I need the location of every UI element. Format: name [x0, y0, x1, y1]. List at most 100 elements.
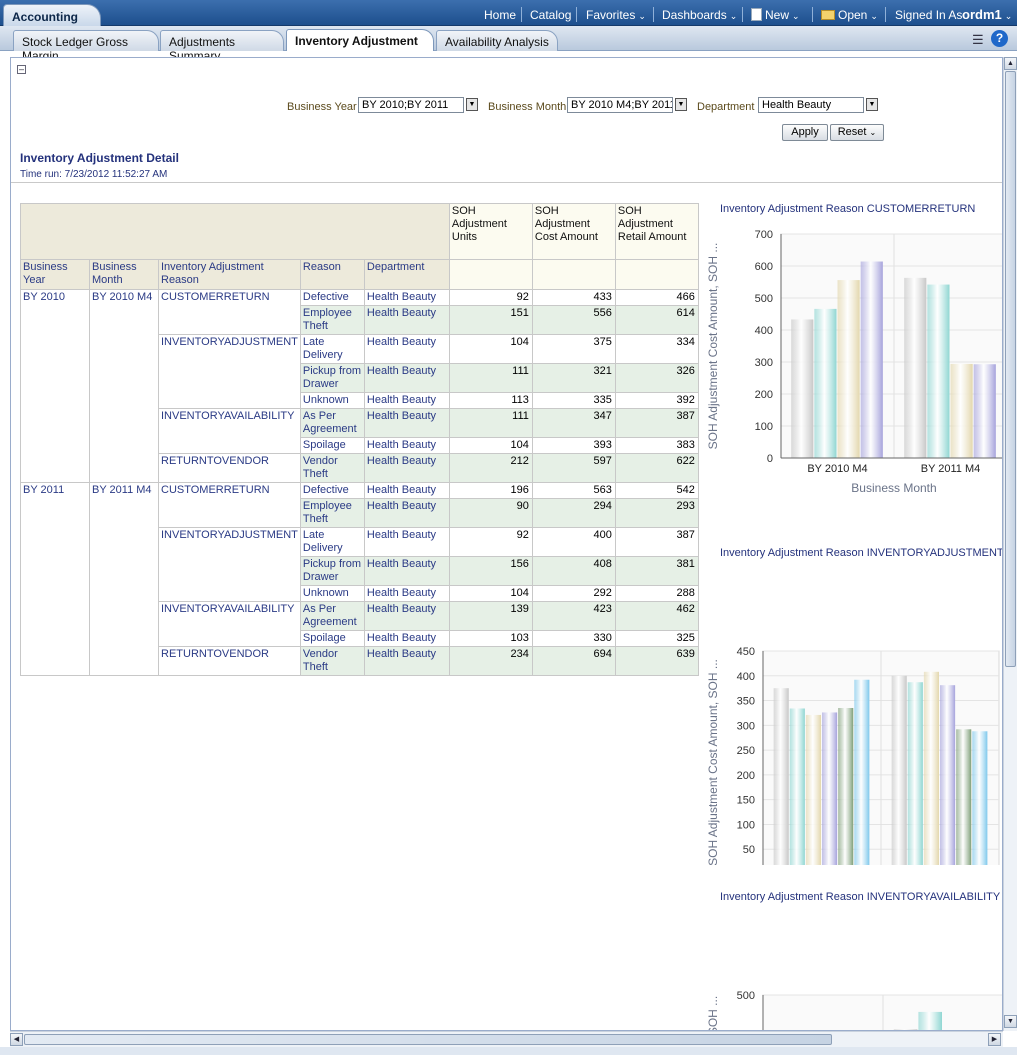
cost-cell: 433 [531, 289, 616, 306]
department-cell[interactable]: Health Beauty [363, 482, 450, 499]
reason-cell[interactable]: Defective [299, 482, 365, 499]
reason-cell[interactable]: Defective [299, 289, 365, 306]
reason-cell[interactable]: Vendor Theft [299, 646, 365, 676]
reason-cell[interactable]: As Per Agreement [299, 601, 365, 631]
department-cell[interactable]: Health Beauty [363, 289, 450, 306]
reason-cell[interactable]: Employee Theft [299, 305, 365, 335]
y-tick-label: 400 [737, 671, 755, 683]
business-month-cell[interactable]: BY 2010 M4 [89, 289, 159, 483]
units-cell: 196 [448, 482, 533, 499]
cost-cell: 375 [531, 334, 616, 364]
department-cell[interactable]: Health Beauty [363, 453, 450, 483]
page-options-icon[interactable]: ☰ [972, 32, 984, 47]
department-cell[interactable]: Health Beauty [363, 498, 450, 528]
business-year-select[interactable]: BY 2010;BY 2011 [358, 97, 464, 113]
table-row: INVENTORYAVAILABILITY As Per Agreement Hea… [21, 408, 699, 454]
reason-group-cell[interactable]: CUSTOMERRETURN [158, 289, 301, 335]
reason-group-cell[interactable]: RETURNTOVENDOR [158, 453, 301, 483]
reason-cell[interactable]: Unknown [299, 392, 365, 409]
vertical-scroll-thumb[interactable] [1005, 71, 1016, 667]
reason-cell[interactable]: Unknown [299, 585, 365, 602]
reason-cell[interactable]: Late Delivery [299, 527, 365, 557]
department-cell[interactable]: Health Beauty [363, 585, 450, 602]
reason-group-cell[interactable]: INVENTORYADJUSTMENT [158, 334, 301, 409]
cost-cell: 563 [531, 482, 616, 499]
y-tick-label: 500 [755, 293, 773, 305]
dashboards-menu[interactable]: Dashboards ⌄ [662, 0, 737, 26]
reason-cell[interactable]: Pickup from Drawer [299, 363, 365, 393]
department-cell[interactable]: Health Beauty [363, 392, 450, 409]
bar [907, 682, 923, 865]
vertical-scrollbar[interactable]: ▲ ▼ [1003, 57, 1017, 1031]
business-month-select[interactable]: BY 2010 M4;BY 2011 [567, 97, 673, 113]
chevron-down-icon: ⌄ [729, 11, 738, 21]
reason-cell[interactable]: Late Delivery [299, 334, 365, 364]
business-month-cell[interactable]: BY 2011 M4 [89, 482, 159, 676]
reason-cell[interactable]: Spoilage [299, 630, 365, 647]
department-cell[interactable]: Health Beauty [363, 437, 450, 454]
department-dropdown-icon[interactable]: ▼ [866, 98, 878, 111]
business-month-label: Business Month [488, 101, 567, 113]
chart-customerreturn: 0 100 200 300 400 500 600 700 BY 2010 M4 BY 2011 … [706, 230, 1002, 495]
reason-group-cell[interactable]: CUSTOMERRETURN [158, 482, 301, 528]
reason-cell[interactable]: As Per Agreement [299, 408, 365, 438]
horizontal-scrollbar[interactable]: ◀ ▶ [10, 1031, 1003, 1047]
reason-cell[interactable]: Vendor Theft [299, 453, 365, 483]
tab-availability-analysis[interactable]: Availability Analysis [436, 30, 558, 51]
y-axis-title: SOH Adjustment Cost Amount, SOH ... [706, 659, 720, 865]
reason-group-cell[interactable]: INVENTORYAVAILABILITY [158, 408, 301, 454]
table-row: Pickup from Drawer Health Beauty 156 408 381 [21, 556, 699, 586]
reason-group-cell[interactable]: RETURNTOVENDOR [158, 646, 301, 676]
table-row: Employee Theft Health Beauty 151 556 614 [21, 305, 699, 335]
catalog-link[interactable]: Catalog [530, 8, 572, 22]
table-row: Employee Theft Health Beauty 90 294 293 [21, 498, 699, 528]
new-menu[interactable]: New ⌄ [751, 0, 800, 26]
app-title-tab[interactable]: Accounting [3, 4, 101, 26]
dashboard-content: – Business Year BY 2010;BY 2011 ▼ Busine… [10, 57, 1003, 1031]
horizontal-scroll-thumb[interactable] [24, 1034, 832, 1045]
scroll-right-icon[interactable]: ▶ [988, 1033, 1001, 1046]
scroll-left-icon[interactable]: ◀ [10, 1033, 23, 1046]
tab-inventory-adjustment[interactable]: Inventory Adjustment [286, 29, 434, 51]
home-link[interactable]: Home [484, 8, 517, 22]
reason-cell[interactable]: Pickup from Drawer [299, 556, 365, 586]
reason-cell[interactable]: Employee Theft [299, 498, 365, 528]
y-tick-label: 50 [743, 844, 755, 856]
apply-button[interactable]: Apply [782, 124, 828, 141]
y-tick-label: 300 [737, 720, 755, 732]
department-cell[interactable]: Health Beauty [363, 556, 450, 586]
tab-stock-ledger-gross-margin[interactable]: Stock Ledger Gross Margin [13, 30, 159, 63]
table-row: Spoilage Health Beauty 104 393 383 [21, 437, 699, 454]
department-cell[interactable]: Health Beauty [363, 305, 450, 335]
department-cell[interactable]: Health Beauty [363, 527, 450, 557]
reset-button[interactable]: Reset ⌄ [830, 124, 884, 141]
department-cell[interactable]: Health Beauty [363, 646, 450, 676]
reason-cell[interactable]: Spoilage [299, 437, 365, 454]
y-tick-label: 0 [767, 453, 773, 465]
chart-inventoryadjustment: 050100150200250300350400450Business Mont… [706, 646, 1000, 865]
department-cell[interactable]: Health Beauty [363, 334, 450, 364]
open-menu[interactable]: Open ⌄ [821, 0, 878, 26]
collapse-section-icon[interactable]: – [17, 64, 26, 74]
cost-cell: 294 [531, 498, 616, 528]
business-month-dropdown-icon[interactable]: ▼ [675, 98, 687, 111]
department-cell[interactable]: Health Beauty [363, 363, 450, 393]
department-cell[interactable]: Health Beauty [363, 630, 450, 647]
tab-adjustments-summary[interactable]: Adjustments Summary [160, 30, 284, 63]
units-cell: 113 [448, 392, 533, 409]
favorites-menu[interactable]: Favorites ⌄ [586, 0, 646, 26]
business-year-cell[interactable]: BY 2011 [20, 482, 90, 676]
department-cell[interactable]: Health Beauty [363, 601, 450, 631]
user-menu[interactable]: ordm1 ⌄ [962, 0, 1012, 26]
department-cell[interactable]: Health Beauty [363, 408, 450, 438]
reason-group-cell[interactable]: INVENTORYADJUSTMENT [158, 527, 301, 602]
business-year-cell[interactable]: BY 2010 [20, 289, 90, 483]
reason-group-cell[interactable]: INVENTORYAVAILABILITY [158, 601, 301, 647]
scroll-down-icon[interactable]: ▼ [1004, 1015, 1017, 1028]
y-axis-title: SOH Adjustment Cost Amount, SOH ... [706, 243, 720, 450]
department-select[interactable]: Health Beauty [758, 97, 864, 113]
business-year-dropdown-icon[interactable]: ▼ [466, 98, 478, 111]
units-cell: 139 [448, 601, 533, 631]
help-icon[interactable]: ? [991, 30, 1008, 47]
scroll-up-icon[interactable]: ▲ [1004, 57, 1017, 70]
